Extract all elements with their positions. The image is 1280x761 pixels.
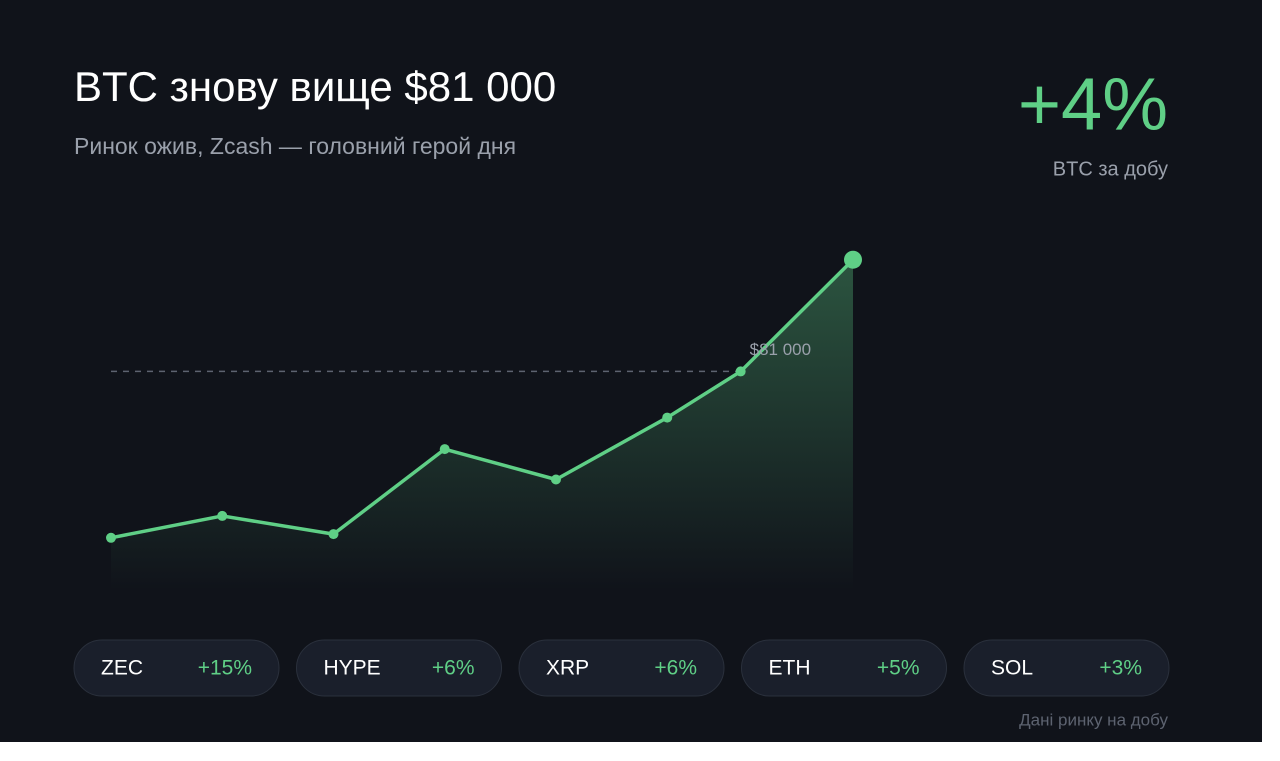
pill-background <box>963 639 1170 697</box>
ticker-change: +6% <box>654 657 697 680</box>
title: BTC знову вище $81 000 <box>74 63 556 110</box>
ticker-symbol: HYPE <box>324 657 381 680</box>
ticker-pill: ZEC +15% <box>73 639 280 697</box>
point <box>106 532 116 543</box>
pill-background <box>741 639 947 697</box>
ticker-change: +3% <box>1099 657 1142 680</box>
ticker-pill: HYPE +6% <box>296 639 502 697</box>
pill-background <box>296 639 502 697</box>
reference-label: $81 000 <box>750 340 811 359</box>
pill-background <box>73 639 280 697</box>
point <box>328 529 339 540</box>
point <box>439 444 450 455</box>
point <box>662 412 673 423</box>
ticker-symbol: ETH <box>769 657 811 680</box>
ticker-change: +6% <box>432 657 475 680</box>
ticker-symbol: SOL <box>991 657 1033 680</box>
ticker-pill: XRP +6% <box>518 639 725 697</box>
ticker-symbol: XRP <box>546 657 589 680</box>
headline-caption: BTC за добу <box>1053 158 1168 180</box>
ticker-symbol: ZEC <box>101 657 143 680</box>
point <box>217 510 228 521</box>
line <box>110 258 855 540</box>
ticker-change: +15% <box>198 657 252 680</box>
ticker-pill: SOL +3% <box>963 639 1170 697</box>
point <box>550 474 561 485</box>
footnote: Дані ринку на добу <box>1019 710 1168 729</box>
headline-value: +4% <box>1018 63 1168 146</box>
pill-background <box>518 639 725 697</box>
area <box>111 259 853 590</box>
point <box>735 366 746 377</box>
ticker-change: +5% <box>877 657 920 680</box>
subtitle: Ринок ожив, Zcash — головний герой дня <box>74 133 516 159</box>
ticker-pill: ETH +5% <box>741 639 947 697</box>
point <box>844 250 862 269</box>
